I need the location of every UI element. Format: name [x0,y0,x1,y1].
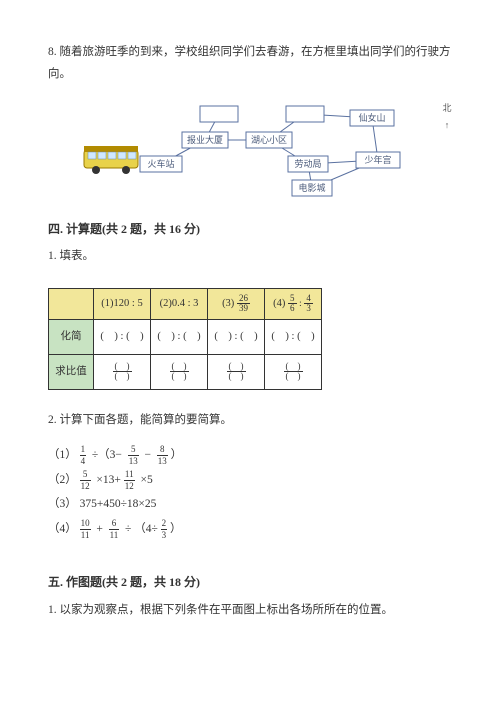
diagram-node-label: 少年宫 [364,154,391,165]
ratio-head-2: (2)0.4 : 3 [151,289,208,320]
value-cell: ( )( ) [265,355,322,390]
diagram-node-label: 电影城 [298,182,325,193]
simplify-cell: ( ) : ( ) [208,320,265,355]
calc-line-2: （2） 512 ×13+ 1112 ×5 [48,469,452,492]
north-arrow-icon: ↑ [440,117,454,134]
diagram-node-label: 仙女山 [358,112,385,123]
calc-line-1: （1） 14 ÷（3− 513 − 813 ） [48,444,452,467]
section5-title: 五. 作图题(共 2 题，共 18 分) [48,571,452,594]
s4-q2-prompt: 2. 计算下面各题，能简算的要简算。 [48,410,452,432]
north-label: 北 [440,100,454,117]
diagram-node-label: 湖心小区 [251,135,287,145]
calc-line-4: （4） 1011 + 611 ÷ （4÷ 23 ） [48,518,452,541]
row-value-label: 求比值 [49,355,94,390]
h4-prefix: (4) [273,298,285,309]
diagram-node-blank1 [200,106,238,122]
value-cell: ( )( ) [94,355,151,390]
ratio-table: (1)120 : 5 (2)0.4 : 3 (3) 2639 (4) 56 : … [48,288,322,390]
q8-diagram: 火车站 报业大厦 湖心小区劳动局电影城 少年宫 仙女山 [60,94,440,204]
bus-icon [84,146,138,174]
table-row: 化简 ( ) : ( ) ( ) : ( ) ( ) : ( ) ( ) : (… [49,320,322,355]
section4-title: 四. 计算题(共 2 题，共 16 分) [48,218,452,241]
q8-prompt: 8. 随着旅游旺季的到来，学校组织同学们去春游，在方框里填出同学们的行驶方向。 [48,42,452,86]
simplify-cell: ( ) : ( ) [151,320,208,355]
row-simplify-label: 化简 [49,320,94,355]
value-cell: ( )( ) [151,355,208,390]
calc-line-3: （3） 375+450÷18×25 [48,494,452,516]
h3-prefix: (3) [222,298,234,309]
diagram-node-label: 火车站 [147,158,174,169]
table-row: 求比值 ( )( ) ( )( ) ( )( ) ( )( ) [49,355,322,390]
ratio-head-3: (3) 2639 [208,289,265,320]
s5-q1-prompt: 1. 以家为观察点，根据下列条件在平面图上标出各场所所在的位置。 [48,600,452,622]
ratio-head-1: (1)120 : 5 [94,289,151,320]
diagram-node-label: 劳动局 [294,158,321,169]
s4-q1-prompt: 1. 填表。 [48,246,452,268]
north-compass: 北 ↑ [440,100,454,134]
value-cell: ( )( ) [208,355,265,390]
simplify-cell: ( ) : ( ) [265,320,322,355]
ratio-head-4: (4) 56 : 43 [265,289,322,320]
diagram-node-blank2 [286,106,324,122]
diagram-node-label: 报业大厦 [187,134,223,145]
simplify-cell: ( ) : ( ) [94,320,151,355]
table-row: (1)120 : 5 (2)0.4 : 3 (3) 2639 (4) 56 : … [49,289,322,320]
